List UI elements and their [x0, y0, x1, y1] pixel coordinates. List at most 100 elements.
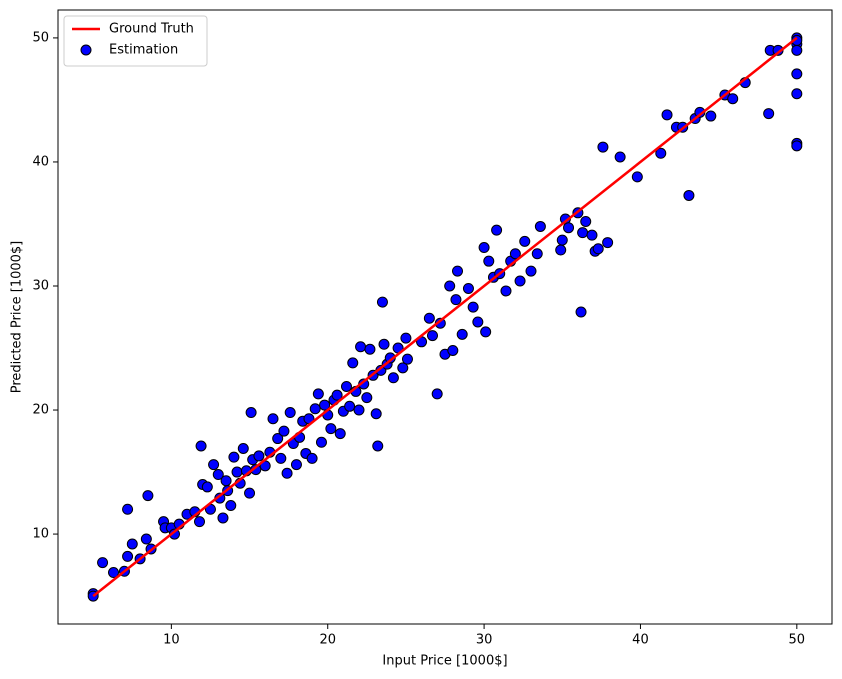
scatter-point	[456, 328, 468, 340]
scatter-point	[580, 215, 592, 227]
scatter-point	[592, 243, 604, 255]
scatter-point	[126, 538, 138, 550]
scatter-point	[306, 452, 318, 464]
y-tick-label: 30	[32, 278, 49, 293]
scatter-point	[556, 234, 568, 246]
scatter-point	[491, 224, 503, 236]
scatter-point	[325, 423, 337, 435]
scatter-point	[376, 296, 388, 308]
scatter-point	[631, 171, 643, 183]
scatter-point	[212, 469, 224, 481]
scatter-point	[217, 512, 229, 524]
scatter-point	[281, 467, 293, 479]
scatter-point	[237, 442, 249, 454]
scatter-point	[142, 490, 154, 502]
scatter-point	[372, 440, 384, 452]
scatter-point	[431, 388, 443, 400]
scatter-point	[401, 353, 413, 365]
scatter-point	[340, 380, 352, 392]
scatter-point	[315, 436, 327, 448]
scatter-point	[231, 466, 243, 478]
x-tick-label: 40	[632, 633, 649, 648]
scatter-point	[331, 389, 343, 401]
scatter-point	[267, 413, 279, 425]
scatter-point	[655, 147, 667, 159]
scatter-point	[225, 500, 237, 512]
scatter-point	[140, 533, 152, 545]
scatter-point	[586, 229, 598, 241]
scatter-point	[122, 503, 134, 515]
scatter-point	[452, 265, 464, 277]
scatter-point	[426, 330, 438, 342]
scatter-point	[500, 285, 512, 297]
scatter-point	[347, 357, 359, 369]
scatter-point	[312, 388, 324, 400]
scatter-point	[400, 332, 412, 344]
scatter-point	[661, 109, 673, 121]
y-tick-label: 20	[32, 403, 49, 418]
scatter-point	[467, 301, 479, 313]
scatter-point	[253, 450, 265, 462]
x-tick-label: 20	[319, 633, 336, 648]
ground-truth-line	[92, 36, 798, 598]
scatter-point	[791, 44, 803, 56]
scatter-point	[791, 140, 803, 152]
scatter-point	[228, 451, 240, 463]
scatter-point	[763, 108, 775, 120]
legend-swatch	[80, 44, 92, 56]
scatter-point	[602, 237, 614, 249]
scatter-point	[683, 189, 695, 201]
x-tick-label: 10	[163, 633, 180, 648]
scatter-point	[275, 452, 287, 464]
scatter-point	[355, 341, 367, 353]
scatter-point	[353, 404, 365, 416]
scatter-point	[334, 428, 346, 440]
scatter-point	[534, 220, 546, 232]
x-axis-label: Input Price [1000$]	[382, 654, 507, 669]
scatter-point	[563, 222, 575, 234]
scatter-point	[284, 407, 296, 419]
scatter-point	[272, 433, 284, 445]
legend-label: Ground Truth	[109, 22, 194, 37]
scatter-point	[472, 316, 484, 328]
scatter-point	[387, 372, 399, 384]
scatter-point	[344, 400, 356, 412]
scatter-point	[791, 68, 803, 80]
scatter-point	[531, 248, 543, 260]
scatter-point	[244, 487, 256, 499]
scatter-point	[108, 567, 120, 579]
y-tick-label: 10	[32, 527, 49, 542]
scatter-point	[519, 235, 531, 247]
scatter-point	[483, 255, 495, 267]
scatter-point	[480, 326, 492, 338]
scatter-point	[575, 306, 587, 318]
scatter-point	[555, 244, 567, 256]
scatter-point	[194, 516, 206, 528]
scatter-point	[397, 362, 409, 374]
scatter-point	[447, 344, 459, 356]
scatter-point	[509, 248, 521, 260]
scatter-point	[290, 459, 302, 471]
scatter-point	[705, 110, 717, 122]
scatter-point	[309, 403, 321, 415]
x-tick-label: 50	[789, 633, 806, 648]
x-tick-label: 30	[476, 633, 493, 648]
scatter-point	[220, 475, 232, 487]
scatter-point	[462, 282, 474, 294]
scatter-point	[577, 227, 589, 239]
legend-label: Estimation	[109, 43, 178, 58]
scatter-point	[361, 392, 373, 404]
scatter-point	[525, 265, 537, 277]
scatter-point	[278, 425, 290, 437]
plot-frame	[57, 9, 833, 625]
y-tick-label: 50	[32, 30, 49, 45]
scatter-point	[122, 550, 134, 562]
scatter-point	[791, 88, 803, 100]
scatter-point	[245, 407, 257, 419]
scatter-point	[450, 294, 462, 306]
scatter-point	[378, 338, 390, 350]
scatter-point	[478, 242, 490, 254]
scatter-point	[444, 280, 456, 292]
